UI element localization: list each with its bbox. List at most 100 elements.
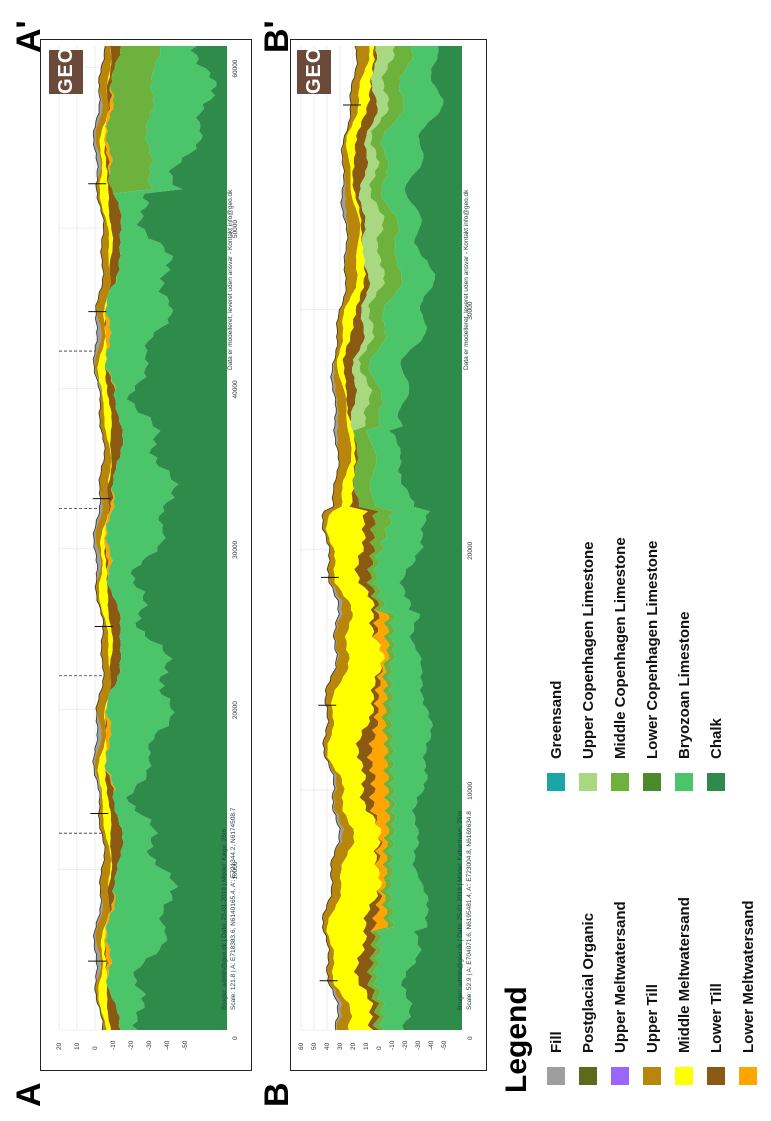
y-tick-label: 60	[298, 1042, 305, 1050]
legend-item: Lower Till	[705, 983, 727, 1085]
x-tick-label: 20000	[232, 701, 239, 719]
y-tick-label: 10	[363, 1042, 370, 1050]
layer-lower-meltwatersand	[103, 46, 124, 1030]
x-tick-label: 50000	[232, 220, 239, 238]
legend-swatch	[707, 773, 725, 791]
y-tick-label: 40	[324, 1042, 331, 1050]
x-tick-label: 40000	[232, 380, 239, 398]
x-tick-label: 10000	[467, 781, 474, 799]
y-tick-label: 20	[350, 1042, 357, 1050]
legend-item: Lower Meltwatersand	[737, 900, 759, 1085]
legend-label: Postglacial Organic	[579, 912, 597, 1053]
y-tick-label: -10	[110, 1040, 117, 1050]
geo-logo: GEO	[297, 47, 331, 94]
section-a-info-2: Scale: 121.8 | A: E718383.6, N6140165.4,…	[230, 807, 237, 1010]
geo-logo: GEO	[49, 47, 83, 94]
legend-label: Middle Meltwatersand	[675, 897, 693, 1053]
y-tick-label: -30	[415, 1040, 422, 1050]
cross-section-a-plot: 20 10 0 -10 -20 -30 -40 -50 0 10000 20000 30000 4000…	[56, 45, 239, 1050]
layer-middle-copenhagen-limestone	[104, 46, 162, 1030]
legend-label: Fill	[547, 1031, 565, 1053]
x-tick-label: 0	[467, 1036, 474, 1040]
cross-section-b-plot: 60 50 40 30 20 10 0 -10 -20 -30 -40 -50 0 10000 20000 3…	[298, 45, 474, 1050]
y-tick-label: 50	[311, 1042, 318, 1050]
legend-item: Chalk	[705, 718, 727, 791]
legend-item: Lower Copenhagen Limestone	[641, 541, 663, 791]
legend-item: Postglacial Organic	[577, 913, 599, 1085]
cross-section-b: 60 50 40 30 20 10 0 -10 -20 -30 -40 -50 0 10000 20000 3…	[290, 39, 487, 1071]
legend-item: Upper Meltwatersand	[609, 901, 631, 1085]
y-tick-label: -40	[164, 1040, 171, 1050]
legend-swatch	[579, 1067, 597, 1085]
layer-fill	[322, 46, 358, 1030]
x-tick-label: 0	[232, 1036, 239, 1040]
legend-item: Greensand	[545, 681, 567, 791]
y-tick-label: 30	[337, 1042, 344, 1050]
layer-fill	[92, 46, 106, 1030]
legend-swatch	[675, 773, 693, 791]
x-tick-label: 10000	[232, 861, 239, 879]
layer-upper-till	[322, 46, 370, 1030]
layer-chalk	[126, 46, 227, 1030]
legend-label: Middle Copenhagen Limestone	[611, 537, 629, 759]
legend-swatch	[611, 1067, 629, 1085]
label-a: A	[10, 1082, 48, 1107]
x-tick-label: 20000	[467, 541, 474, 559]
legend-item: Bryozoan Limestone	[673, 611, 695, 791]
legend-label: Upper Till	[643, 984, 661, 1053]
legend-swatch	[611, 773, 629, 791]
x-tick-label: 30000	[232, 540, 239, 558]
legend-swatch	[579, 773, 597, 791]
legend-item: Fill	[545, 1031, 567, 1085]
cross-section-a: 20 10 0 -10 -20 -30 -40 -50 0 10000 20000 30000 4000…	[40, 39, 252, 1071]
layer-middle-meltwatersand	[325, 46, 385, 1030]
legend-swatch	[547, 773, 565, 791]
legend-item: Middle Copenhagen Limestone	[609, 537, 631, 791]
x-tick-label: 30000	[467, 301, 474, 319]
y-tick-label: -40	[428, 1040, 435, 1050]
layer-chalk	[388, 46, 462, 1030]
layer-lower-meltwatersand	[350, 46, 390, 1030]
legend-item: Upper Copenhagen Limestone	[577, 541, 599, 791]
legend-swatch	[643, 773, 661, 791]
layer-middle-copenhagen-limestone	[352, 46, 414, 1030]
legend-swatch	[643, 1067, 661, 1085]
y-tick-label: 10	[74, 1042, 81, 1050]
y-tick-label: 20	[56, 1042, 63, 1050]
terrain-line	[92, 45, 106, 1031]
x-tick-label: 60000	[232, 59, 239, 77]
legend-label: Lower Till	[707, 983, 725, 1053]
layer-middle-meltwatersand	[97, 46, 114, 1030]
section-a-info-1: Bruger: admin@geo.dk | Dato: 25-01-2019 …	[221, 828, 228, 1010]
legend-label: Lower Meltwatersand	[739, 900, 757, 1053]
legend-item: Upper Till	[641, 984, 663, 1085]
y-tick-label: -50	[182, 1040, 189, 1050]
y-tick-label: 0	[92, 1046, 99, 1050]
y-tick-label: -20	[402, 1040, 409, 1050]
y-tick-label: -20	[128, 1040, 135, 1050]
legend-title: Legend	[500, 986, 533, 1093]
section-a-note: Data er modelleret, leveret uden ansvar …	[227, 189, 234, 370]
y-tick-label: -10	[389, 1040, 396, 1050]
legend-swatch	[739, 1067, 757, 1085]
section-b-info-1: Bruger: admin@geo.dk | Dato: 25-01-2019 …	[457, 811, 464, 1010]
section-b-info-2: Scale: 52.9 | A: E704071.6, N6195481.4, …	[466, 811, 473, 1010]
legend-label: Greensand	[547, 680, 565, 759]
label-b: B	[258, 1082, 296, 1107]
y-tick-label: -50	[441, 1040, 448, 1050]
legend-label: Chalk	[707, 718, 725, 759]
legend-swatch	[707, 1067, 725, 1085]
legend-swatch	[547, 1067, 565, 1085]
legend-label: Bryozoan Limestone	[675, 611, 693, 759]
layer-upper-till	[94, 46, 112, 1030]
legend-label: Upper Copenhagen Limestone	[579, 541, 597, 759]
layer-bryozoan-limestone	[365, 46, 444, 1030]
terrain-line	[321, 45, 358, 1031]
section-b-note: Data er modelleret, leveret uden ansvar …	[463, 189, 470, 370]
legend-label: Lower Copenhagen Limestone	[643, 540, 661, 759]
legend-item: Middle Meltwatersand	[673, 897, 695, 1085]
y-tick-label: 0	[376, 1046, 383, 1050]
layer-lower-till	[103, 46, 124, 1030]
layer-bryozoan-limestone	[104, 46, 217, 1030]
